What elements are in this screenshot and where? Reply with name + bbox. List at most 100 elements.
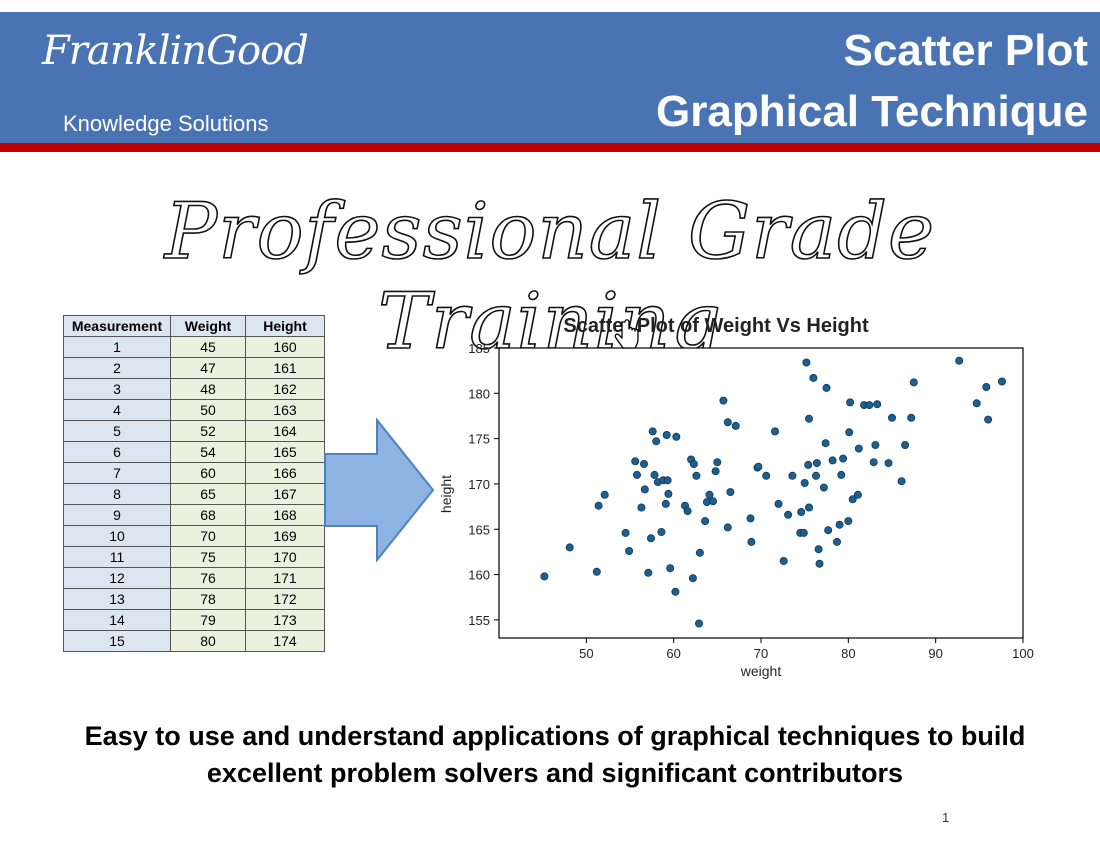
table-cell: 169 bbox=[245, 525, 325, 547]
table-cell: 10 bbox=[63, 525, 171, 547]
scatter-point bbox=[901, 440, 910, 449]
scatter-point bbox=[865, 401, 874, 410]
scatter-point bbox=[814, 545, 823, 554]
scatter-point bbox=[662, 431, 671, 440]
table-cell: 78 bbox=[170, 588, 246, 610]
table-cell: 6 bbox=[63, 441, 171, 463]
scatter-point bbox=[848, 495, 857, 504]
scatter-point bbox=[719, 396, 728, 405]
scatter-point bbox=[887, 413, 896, 422]
scatter-point bbox=[972, 399, 981, 408]
scatter-point bbox=[844, 517, 853, 526]
table-cell: 174 bbox=[245, 630, 325, 652]
scatter-point bbox=[683, 507, 692, 516]
y-tick-label: 170 bbox=[468, 477, 490, 492]
scatter-point bbox=[871, 440, 880, 449]
scatter-point bbox=[666, 564, 675, 573]
scatter-point bbox=[955, 356, 964, 365]
hand-cursor-icon bbox=[614, 319, 639, 349]
scatter-point bbox=[828, 456, 837, 465]
table-cell: 1 bbox=[63, 336, 171, 358]
table-cell: 2 bbox=[63, 357, 171, 379]
table-cell: 80 bbox=[170, 630, 246, 652]
y-tick-label: 155 bbox=[468, 613, 490, 628]
table-cell: 70 bbox=[170, 525, 246, 547]
scatter-point bbox=[797, 507, 806, 516]
scatter-point bbox=[632, 470, 641, 479]
table-cell: 15 bbox=[63, 630, 171, 652]
scatter-point bbox=[811, 471, 820, 480]
table-cell: 165 bbox=[245, 441, 325, 463]
scatter-point bbox=[824, 526, 833, 535]
scatter-point bbox=[592, 567, 601, 576]
scatter-point bbox=[661, 499, 670, 508]
scatter-point bbox=[625, 546, 634, 555]
table-cell: 160 bbox=[245, 336, 325, 358]
scatter-point bbox=[800, 478, 809, 487]
table-cell: 79 bbox=[170, 609, 246, 631]
scatter-point bbox=[873, 400, 882, 409]
table-cell: 65 bbox=[170, 483, 246, 505]
scatter-point bbox=[854, 444, 863, 453]
footer-line1: Easy to use and understand applications … bbox=[84, 721, 1026, 751]
table-cell: 54 bbox=[170, 441, 246, 463]
table-cell: 163 bbox=[245, 399, 325, 421]
scatter-point bbox=[809, 373, 818, 382]
scatter-point bbox=[837, 470, 846, 479]
table-cell: 166 bbox=[245, 462, 325, 484]
table-row: 5 52 164 bbox=[63, 420, 325, 442]
scatter-point bbox=[711, 467, 720, 476]
scatter-point bbox=[723, 418, 732, 427]
table-cell: 11 bbox=[63, 546, 171, 568]
table-cell: 68 bbox=[170, 504, 246, 526]
chart-marks: 50 60 70 80 90 100 155 160 165 170 175 180 185 bbox=[468, 341, 1034, 661]
scatter-point bbox=[692, 471, 701, 480]
x-tick-label: 100 bbox=[1012, 646, 1034, 661]
scatter-point bbox=[637, 503, 646, 512]
scatter-point bbox=[650, 470, 659, 479]
scatter-point bbox=[907, 413, 916, 422]
scatter-point bbox=[982, 383, 991, 392]
y-tick-label: 185 bbox=[468, 341, 490, 356]
right-arrow-icon bbox=[324, 418, 435, 562]
chart-title: Scatter Plot of Weight Vs Height bbox=[563, 315, 869, 337]
logo-franklingood: FranklinGood bbox=[42, 28, 309, 74]
chart-x-axis-label: weight bbox=[740, 663, 782, 679]
scatter-point bbox=[788, 471, 797, 480]
table-row: 10 70 169 bbox=[63, 525, 325, 547]
table-cell: 5 bbox=[63, 420, 171, 442]
scatter-chart: Scatter Plot of Weight Vs Height weight … bbox=[438, 315, 1034, 679]
footer-line2: excellent problem solvers and significan… bbox=[206, 758, 904, 788]
scatter-point bbox=[869, 458, 878, 467]
scatter-point bbox=[832, 537, 841, 546]
table-row: 4 50 163 bbox=[63, 399, 325, 421]
table-cell: 75 bbox=[170, 546, 246, 568]
scatter-point bbox=[594, 501, 603, 510]
scatter-point bbox=[600, 490, 609, 499]
table-cell: 45 bbox=[170, 336, 246, 358]
x-tick-label: 60 bbox=[666, 646, 680, 661]
scatter-point bbox=[689, 459, 698, 468]
scatter-point bbox=[835, 520, 844, 529]
scatter-point bbox=[799, 528, 808, 537]
scatter-point bbox=[804, 414, 813, 423]
table-row: 2 47 161 bbox=[63, 357, 325, 379]
page-number: 1 bbox=[942, 810, 950, 825]
scatter-point bbox=[784, 510, 793, 519]
table-header-row: Measurement Weight Height bbox=[63, 315, 325, 337]
scatter-point bbox=[672, 432, 681, 441]
scatter-point bbox=[998, 377, 1007, 386]
scatter-point bbox=[984, 415, 993, 424]
table-cell: 7 bbox=[63, 462, 171, 484]
scatter-point bbox=[540, 572, 549, 581]
table-cell: 52 bbox=[170, 420, 246, 442]
scatter-point bbox=[565, 543, 574, 552]
table-cell: 8 bbox=[63, 483, 171, 505]
scatter-point bbox=[671, 587, 680, 596]
table-cell: 14 bbox=[63, 609, 171, 631]
table-cell: 4 bbox=[63, 399, 171, 421]
scatter-point bbox=[639, 459, 648, 468]
scatter-point bbox=[726, 488, 735, 497]
table-cell: 48 bbox=[170, 378, 246, 400]
header-red-stripe bbox=[0, 143, 1100, 152]
